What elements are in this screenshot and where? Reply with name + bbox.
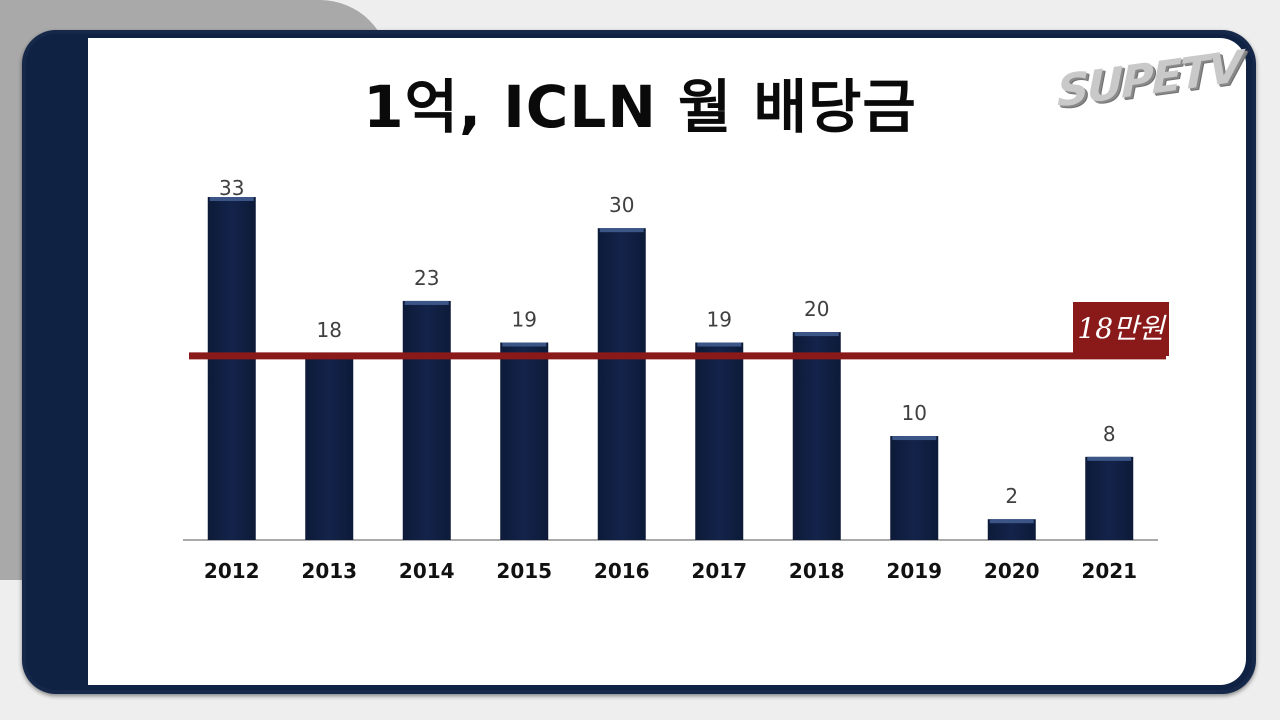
bar-highlight (892, 436, 937, 441)
x-tick-label: 2017 (691, 559, 747, 583)
bar-group: 2 2020 (984, 484, 1040, 583)
bar-group: 18 2013 (301, 318, 357, 583)
bar (305, 352, 354, 540)
bar-highlight (794, 332, 839, 337)
bar (792, 332, 841, 540)
x-tick-label: 2014 (399, 559, 455, 583)
bar (987, 519, 1036, 540)
bar (597, 228, 646, 540)
bar-group: 30 2016 (594, 193, 650, 583)
bar (402, 300, 451, 540)
bar-group: 23 2014 (399, 266, 455, 583)
data-label: 23 (414, 266, 439, 290)
bar (500, 342, 549, 540)
data-label: 2 (1005, 484, 1018, 508)
bar-group: 19 2017 (691, 308, 747, 583)
bar (207, 197, 256, 540)
bar-highlight (697, 342, 742, 347)
data-label: 19 (512, 308, 537, 332)
bar-highlight (989, 519, 1034, 524)
bar (695, 342, 744, 540)
data-label: 18 (317, 318, 342, 342)
x-tick-label: 2019 (886, 559, 942, 583)
data-label: 19 (707, 308, 732, 332)
x-tick-label: 2013 (301, 559, 357, 583)
bar-group: 10 2019 (886, 401, 942, 583)
bar-group: 33 2012 (204, 176, 260, 583)
data-label: 30 (609, 193, 634, 217)
x-tick-label: 2018 (789, 559, 845, 583)
bar-highlight (209, 197, 254, 201)
bar-group: 19 2015 (496, 308, 552, 583)
reference-line-label: 18만원 (1073, 302, 1169, 356)
x-tick-label: 2015 (496, 559, 552, 583)
bar (1085, 456, 1134, 540)
x-tick-label: 2020 (984, 559, 1040, 583)
slide-panel (88, 38, 1246, 685)
data-label: 10 (902, 401, 927, 425)
page-title: 1억, ICLN 월 배당금 (363, 73, 917, 141)
data-label: 8 (1103, 422, 1116, 446)
bar-group: 20 2018 (789, 297, 845, 583)
bar (890, 436, 939, 540)
data-label: 20 (804, 297, 829, 321)
bar-highlight (599, 228, 644, 233)
bar-highlight (404, 300, 449, 305)
data-label: 33 (219, 176, 244, 200)
x-tick-label: 2016 (594, 559, 650, 583)
x-tick-label: 2012 (204, 559, 260, 583)
bar-highlight (502, 342, 547, 347)
bar-highlight (1087, 456, 1132, 461)
x-tick-label: 2021 (1081, 559, 1137, 583)
bar-group: 8 2021 (1081, 422, 1137, 583)
